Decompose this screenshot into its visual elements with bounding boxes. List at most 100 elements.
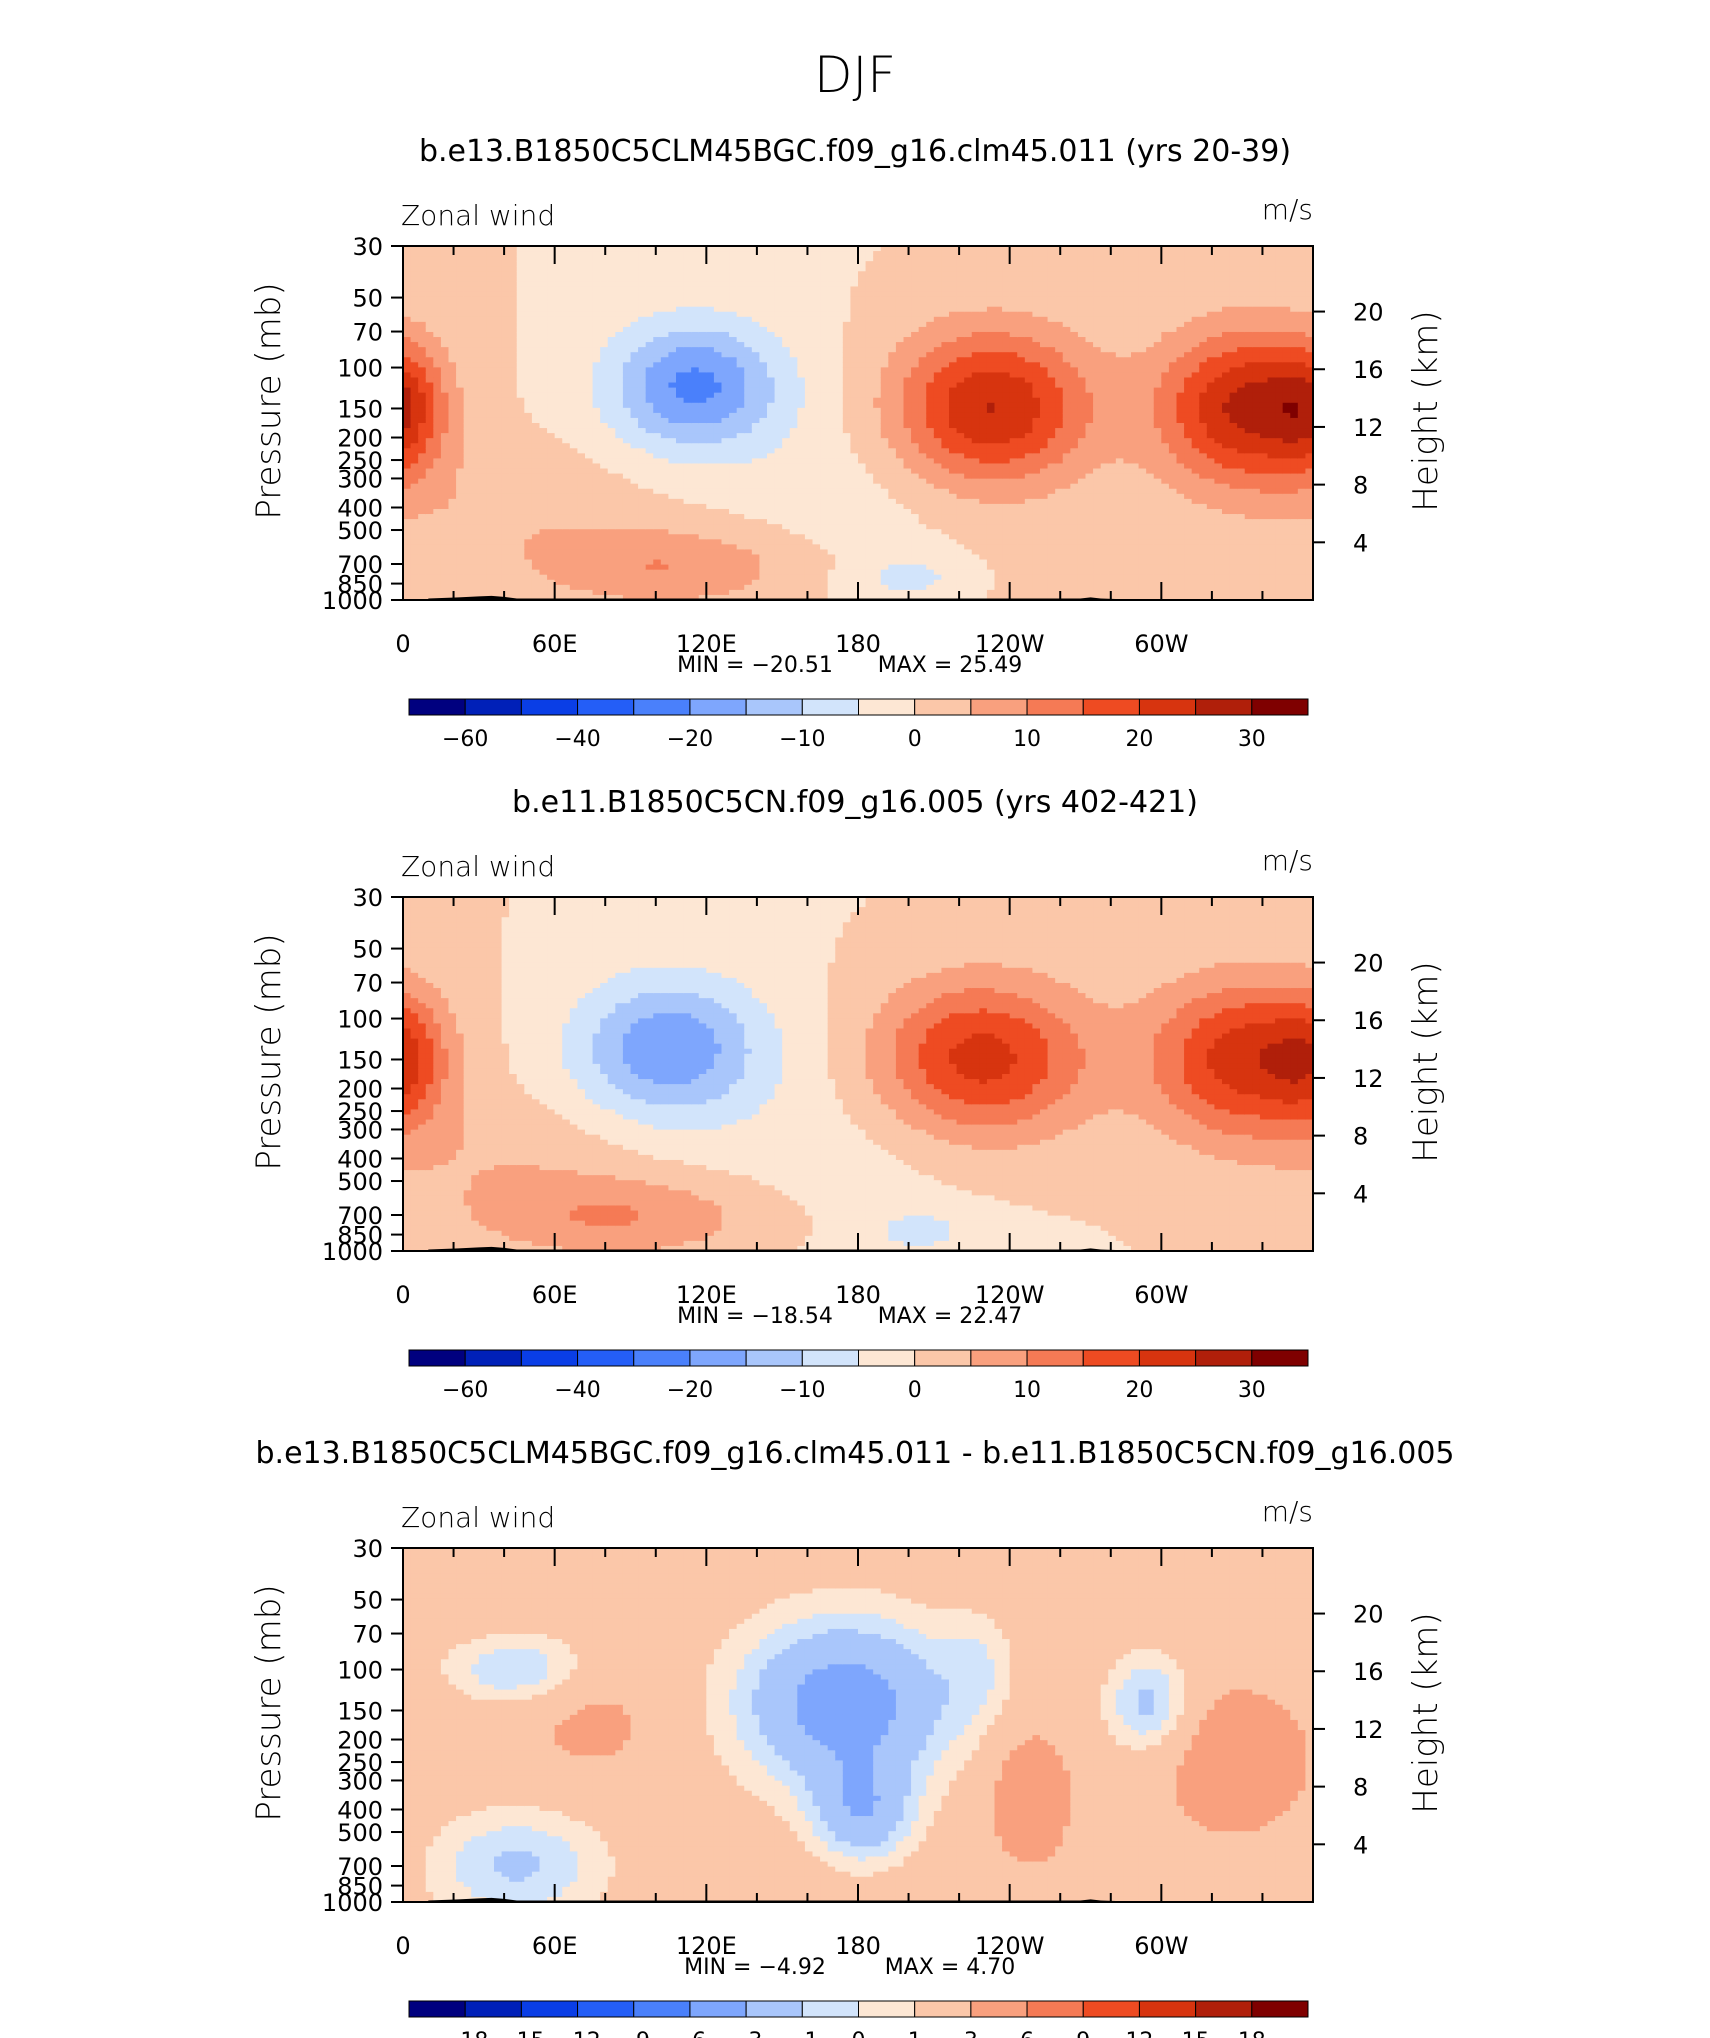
heatmap-cell: [797, 311, 806, 318]
heatmap-cell: [562, 524, 571, 530]
heatmap-cell: [425, 357, 434, 363]
heatmap-cell: [403, 594, 412, 601]
heatmap-cell: [895, 468, 905, 475]
heatmap-cell: [804, 256, 814, 262]
heatmap-cell: [547, 256, 556, 262]
heatmap-cell: [941, 321, 950, 328]
heatmap-cell: [835, 246, 844, 252]
heatmap-cell: [827, 594, 836, 601]
heatmap-cell: [759, 281, 768, 288]
heatmap-cell: [448, 453, 457, 459]
heatmap-cell: [767, 337, 776, 343]
heatmap-cell: [933, 281, 943, 288]
heatmap-cell: [842, 412, 852, 419]
heatmap-cell: [736, 508, 745, 515]
heatmap-cell: [797, 574, 806, 581]
heatmap-cell: [782, 367, 791, 374]
heatmap-cell: [547, 367, 556, 374]
heatmap-cell: [463, 412, 472, 419]
heatmap-cell: [713, 246, 723, 252]
heatmap-cell: [676, 311, 685, 318]
heatmap-cell: [827, 508, 836, 515]
heatmap-cell: [569, 564, 579, 571]
heatmap-cell: [622, 306, 632, 313]
heatmap-cell: [471, 473, 480, 480]
heatmap-cell: [911, 508, 920, 515]
heatmap-cell: [622, 428, 632, 434]
heatmap-cell: [873, 377, 882, 384]
heatmap-cell: [911, 473, 920, 480]
heatmap-cell: [903, 331, 912, 338]
heatmap-cell: [895, 529, 905, 535]
heatmap-cell: [554, 342, 563, 348]
heatmap-cell: [622, 564, 632, 571]
heatmap-cell: [842, 448, 852, 454]
heatmap-cell: [531, 306, 541, 313]
heatmap-cell: [903, 524, 912, 530]
heatmap-cell: [706, 584, 715, 591]
heatmap-cell: [463, 347, 472, 353]
heatmap-cell: [630, 579, 639, 586]
heatmap-cell: [820, 483, 829, 490]
heatmap-cell: [531, 433, 541, 439]
heatmap-cell: [440, 357, 450, 363]
heatmap-cell: [600, 306, 609, 313]
heatmap-cell: [774, 519, 783, 525]
heatmap-cell: [835, 326, 844, 333]
heatmap-cell: [880, 326, 889, 333]
heatmap-cell: [933, 559, 943, 566]
heatmap-cell: [440, 549, 450, 556]
heatmap-cell: [569, 549, 579, 556]
heatmap-cell: [858, 458, 867, 465]
heatmap-cell: [569, 473, 579, 480]
heatmap-cell: [706, 331, 715, 338]
heatmap-cell: [645, 468, 654, 475]
heatmap-cell: [736, 428, 745, 434]
heatmap-cell: [721, 337, 730, 343]
heatmap-cell: [645, 256, 654, 262]
heatmap-cell: [592, 428, 601, 434]
heatmap-cell: [812, 352, 821, 358]
heatmap-cell: [478, 468, 488, 475]
heatmap-cell: [562, 498, 571, 505]
heatmap-cell: [516, 498, 525, 505]
heatmap-cell: [547, 291, 556, 298]
heatmap-cell: [895, 534, 905, 540]
heatmap-cell: [554, 362, 563, 368]
heatmap-cell: [676, 271, 685, 277]
heatmap-cell: [478, 362, 488, 368]
heatmap-cell: [509, 498, 518, 505]
heatmap-cell: [494, 468, 503, 475]
heatmap-cell: [531, 286, 541, 293]
heatmap-cell: [736, 261, 745, 267]
heatmap-cell: [713, 372, 723, 379]
heatmap-cell: [539, 544, 548, 551]
heatmap-cell: [713, 493, 723, 500]
heatmap-cell: [774, 372, 783, 379]
heatmap-cell: [850, 316, 859, 323]
heatmap-cell: [577, 276, 586, 282]
heatmap-cell: [774, 306, 783, 313]
heatmap-cell: [683, 311, 692, 318]
heatmap-cell: [478, 326, 488, 333]
heatmap-cell: [418, 433, 427, 439]
heatmap-cell: [547, 251, 556, 257]
heatmap-cell: [607, 352, 616, 358]
heatmap-cell: [425, 569, 434, 576]
heatmap-cell: [562, 331, 571, 338]
heatmap-cell: [895, 281, 905, 288]
heatmap-cell: [531, 321, 541, 328]
heatmap-cell: [562, 584, 571, 591]
heatmap-cell: [501, 483, 510, 490]
heatmap-cell: [425, 529, 434, 535]
heatmap-cell: [789, 301, 798, 308]
heatmap-cell: [676, 276, 685, 282]
heatmap-cell: [759, 483, 768, 490]
heatmap-cell: [615, 271, 624, 277]
heatmap-cell: [653, 428, 662, 434]
heatmap-cell: [486, 508, 495, 515]
heatmap-cell: [471, 539, 480, 545]
heatmap-cell: [721, 352, 730, 358]
heatmap-cell: [554, 579, 563, 586]
heatmap-cell: [524, 316, 533, 323]
